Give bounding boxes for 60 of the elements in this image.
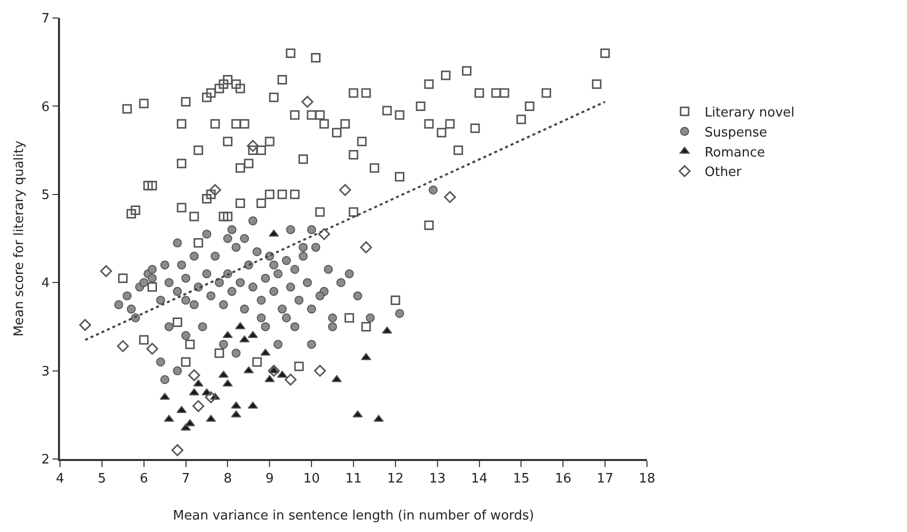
y-tick-label: 5 — [41, 188, 50, 203]
point — [444, 191, 456, 203]
point — [100, 265, 112, 278]
point — [352, 410, 363, 418]
y-axis-title: Mean score for literary quality — [12, 140, 27, 336]
point — [360, 241, 372, 254]
x-tick-label: 5 — [98, 471, 106, 486]
point — [332, 375, 342, 382]
x-tick-label: 9 — [266, 471, 274, 486]
point — [160, 392, 170, 400]
point — [268, 364, 280, 377]
legend-label: Romance — [704, 145, 766, 160]
y-tick-label: 3 — [41, 364, 50, 380]
x-tick-label: 4 — [56, 471, 64, 486]
legend-label: Suspense — [704, 125, 768, 140]
x-tick-label: 8 — [224, 471, 232, 486]
point — [79, 318, 92, 331]
point — [248, 331, 258, 338]
point — [222, 380, 233, 387]
point — [188, 369, 200, 382]
x-tick-label: 16 — [554, 471, 572, 486]
x-axis-title: Mean variance in sentence length (in number of words) — [172, 508, 534, 524]
point — [204, 391, 217, 404]
point — [244, 366, 254, 374]
x-tick-label: 15 — [512, 471, 530, 486]
point — [235, 322, 246, 330]
point — [277, 370, 288, 378]
x-tick-label: 18 — [638, 471, 656, 486]
point — [146, 342, 158, 355]
x-tick-label: 13 — [429, 471, 446, 486]
x-tick-label: 7 — [182, 471, 190, 486]
point — [301, 96, 314, 108]
y-tick-label: 4 — [41, 276, 50, 292]
point — [222, 331, 233, 338]
x-tick-label: 14 — [471, 471, 488, 486]
x-tick-label: 17 — [596, 471, 614, 486]
y-tick-label: 2 — [41, 452, 50, 468]
point — [314, 364, 326, 377]
point — [248, 402, 258, 409]
point — [246, 140, 259, 152]
point — [189, 388, 200, 396]
legend-label: Literary novel — [704, 106, 795, 120]
y-tick-label: 7 — [41, 12, 50, 27]
point — [318, 228, 330, 240]
x-tick-label: 6 — [140, 471, 148, 486]
legend-label: Other — [704, 165, 742, 180]
point — [116, 340, 129, 352]
x-tick-label: 11 — [345, 471, 362, 486]
point — [284, 374, 297, 386]
x-tick-label: 12 — [387, 471, 404, 486]
point — [192, 400, 204, 412]
x-tick-label: 10 — [303, 471, 320, 486]
point — [264, 375, 275, 382]
point — [339, 184, 352, 196]
point — [171, 444, 184, 456]
point — [268, 230, 279, 237]
point — [374, 414, 384, 422]
point — [209, 184, 222, 196]
point — [193, 380, 204, 387]
y-tick-label: 6 — [41, 100, 50, 115]
